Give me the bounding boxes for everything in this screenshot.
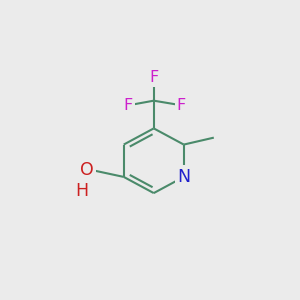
- Text: F: F: [124, 98, 133, 113]
- Text: H: H: [76, 182, 89, 200]
- Text: F: F: [149, 70, 158, 85]
- Text: F: F: [177, 98, 186, 113]
- Text: O: O: [80, 161, 94, 179]
- Text: N: N: [177, 168, 190, 186]
